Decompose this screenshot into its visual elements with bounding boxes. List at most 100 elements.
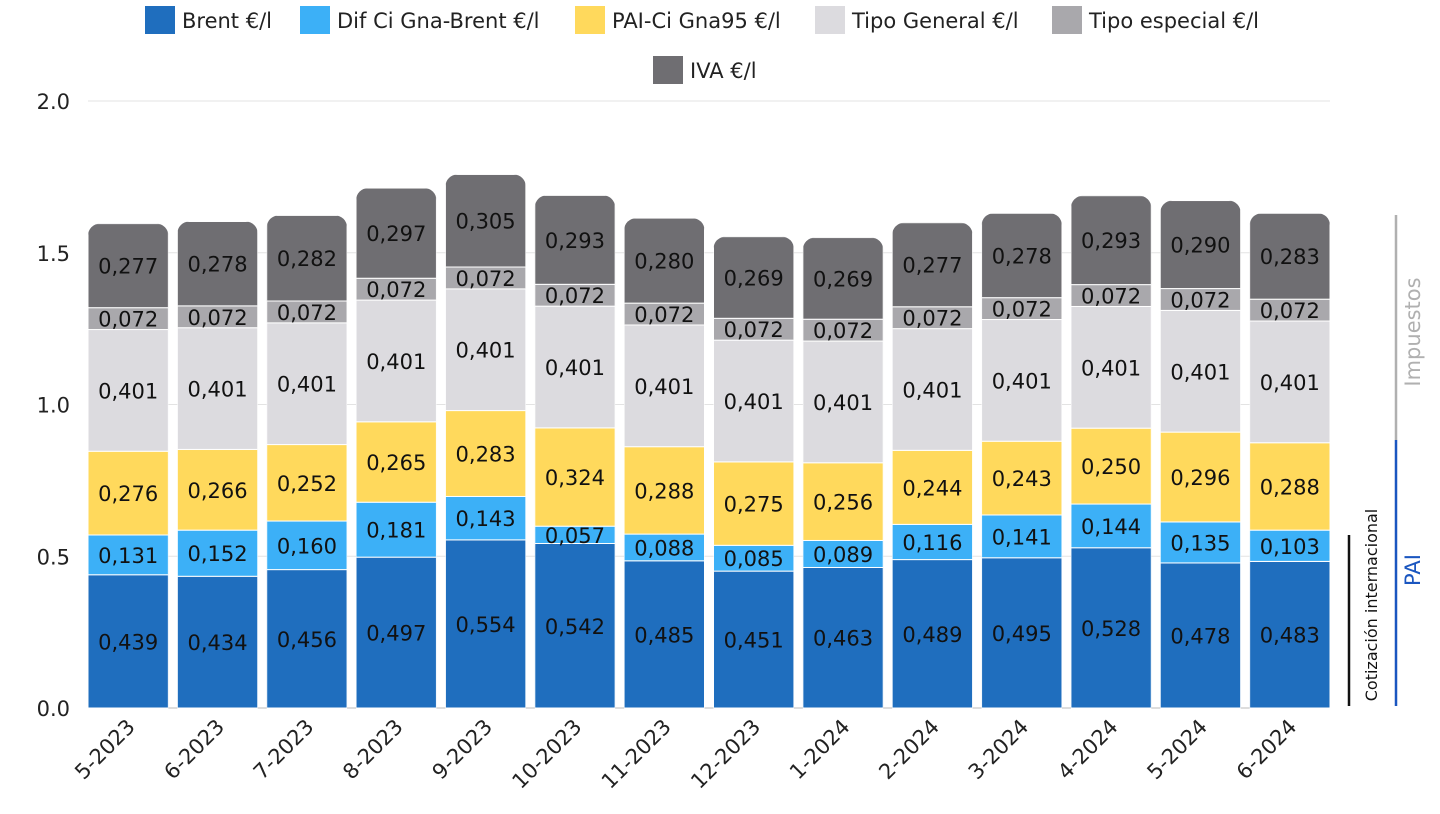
bar-stack: 0,485 0,088 0,288 0,401 0,072 0,280 [624,218,705,709]
data-label: 0,401 [902,378,962,402]
bar-segment [624,446,705,535]
legend-label: IVA €/l [690,59,757,83]
data-label: 0,278 [992,244,1052,268]
data-label: 0,495 [992,622,1052,646]
data-label: 0,497 [366,622,426,646]
data-label: 0,088 [634,536,694,560]
data-label: 0,463 [813,627,873,651]
bar-segment [802,237,884,320]
bar-segment [802,462,884,541]
data-label: 0,401 [187,378,247,402]
bar-segment [88,534,169,576]
y-tick-label: 0.0 [37,697,70,721]
legend-swatch [815,6,845,34]
legend-swatch [145,6,175,34]
data-label: 0,181 [366,519,426,543]
data-label: 0,485 [634,623,694,647]
data-label: 0,252 [277,472,337,496]
data-label: 0,269 [724,266,784,290]
x-tick-label: 11-2023 [597,715,676,794]
bar-segment [981,440,1062,516]
bar-segment [88,329,169,452]
data-label: 0,401 [724,390,784,414]
bar-stack: 0,483 0,103 0,288 0,401 0,072 0,283 [1249,213,1330,709]
bar-stack: 0,528 0,144 0,250 0,401 0,072 0,293 [1070,195,1152,709]
bar-segment [266,520,348,571]
data-label: 0,072 [813,319,873,343]
bar-segment [1160,431,1241,523]
data-label: 0,283 [1260,245,1320,269]
data-label: 0,277 [98,255,158,279]
data-label: 0,401 [1170,360,1230,384]
legend-swatch [653,56,683,84]
data-label: 0,250 [1081,455,1141,479]
x-tick-label: 6-2023 [159,715,229,785]
bar-segment [1249,320,1330,444]
bar-segment [802,566,884,709]
data-label: 0,478 [1170,624,1230,648]
bar-segment [534,543,616,709]
data-label: 0,072 [1081,285,1141,309]
data-label: 0,278 [187,253,247,277]
bar-stack: 0,542 0,057 0,324 0,401 0,072 0,293 [534,195,616,709]
data-label: 0,554 [456,613,516,637]
bar-segment [266,322,348,446]
data-label: 0,243 [992,467,1052,491]
data-label: 0,072 [1170,288,1230,312]
data-label: 0,542 [545,615,605,639]
data-label: 0,401 [1081,356,1141,380]
y-tick-label: 2.0 [37,90,70,114]
bar-segment [1160,309,1241,433]
bar-segment [445,174,526,268]
data-label: 0,305 [456,210,516,234]
data-label: 0,072 [98,308,158,332]
data-label: 0,288 [634,479,694,503]
data-label: 0,085 [724,547,784,571]
bar-segment [356,188,437,279]
data-label: 0,072 [456,267,516,291]
annotation-cotizacion: Cotización internacional [1362,509,1381,702]
data-label: 0,116 [902,531,962,555]
bar-segment [177,327,258,450]
bar-segment [88,450,169,536]
bar-segment [177,575,258,709]
bar-segment [1160,562,1241,709]
bar-segment [356,501,437,558]
data-label: 0,141 [992,525,1052,549]
bar-segment [1160,521,1241,564]
bar-segment [1070,547,1152,709]
bar-segment [1070,305,1152,429]
bar-stack: 0,463 0,089 0,256 0,401 0,072 0,269 [802,237,884,709]
legend: Brent €/l Dif Ci Gna-Brent €/l PAI-Ci Gna9… [145,6,1259,84]
bar-segment [356,299,437,423]
bar-segment [445,495,526,541]
bar-stack: 0,495 0,141 0,243 0,401 0,072 0,278 [981,213,1062,709]
bar-stack: 0,489 0,116 0,244 0,401 0,072 0,277 [892,222,973,709]
data-label: 0,144 [1081,515,1141,539]
bar-segment [1249,442,1330,531]
x-tick-label: 4-2024 [1053,715,1123,785]
bar-segment [981,514,1062,559]
data-label: 0,160 [277,534,337,558]
data-label: 0,269 [813,267,873,291]
bar-segment [981,319,1062,442]
bar-segment [266,569,348,709]
data-label: 0,266 [187,479,247,503]
bar-segment [1249,529,1330,562]
data-label: 0,290 [1170,234,1230,258]
bar-segment [88,574,169,709]
y-tick-label: 1.0 [37,394,70,418]
legend-label: PAI-Ci Gna95 €/l [612,9,781,33]
legend-swatch [575,6,605,34]
bar-segment [177,221,258,307]
bar-segment [534,427,616,527]
annotations: Cotización internacional PAI Impuestos [1347,215,1425,706]
bar-segment [445,410,526,497]
legend-label: Tipo especial €/l [1088,9,1259,33]
annotation-impuestos: Impuestos [1401,277,1425,386]
data-label: 0,057 [545,524,605,548]
data-label: 0,256 [813,491,873,515]
x-tick-label: 1-2024 [785,715,855,785]
bar-segment [802,340,884,464]
